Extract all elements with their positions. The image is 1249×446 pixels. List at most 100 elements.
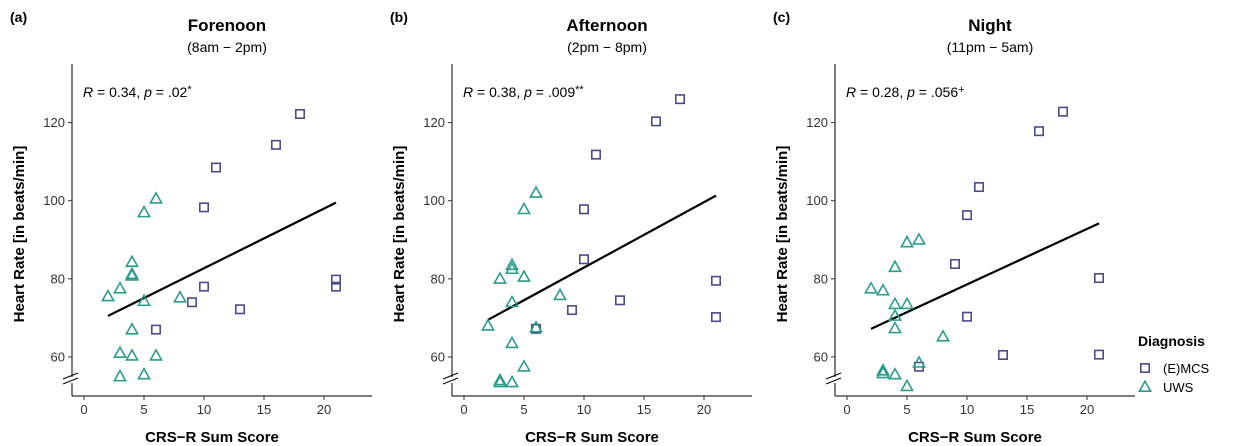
y-tick-label: 80 <box>814 271 828 286</box>
legend: Diagnosis (E)MCS UWS <box>1138 333 1210 395</box>
x-tick-label: 10 <box>577 402 591 417</box>
point-emcs <box>566 305 577 316</box>
x-tick-label: 15 <box>637 402 651 417</box>
point-emcs <box>330 274 341 285</box>
x-tick-label: 5 <box>140 402 147 417</box>
y-tick-label: 80 <box>431 271 445 286</box>
point-uws <box>876 363 890 376</box>
point-emcs <box>199 281 210 292</box>
panel-3: (c) Night (11pm − 5am) 60 80 100 120 0 5 10 15 20 CR… <box>773 9 1135 446</box>
point-emcs <box>710 275 721 286</box>
x-tick-label: 15 <box>257 402 271 417</box>
point-uws <box>888 296 902 310</box>
point-emcs <box>997 349 1008 360</box>
axis-break-mark <box>62 377 79 385</box>
point-uws <box>137 367 151 380</box>
panel-2: (b) Afternoon (2pm − 8pm) 60 80 100 120 0 5 10 15 2… <box>390 9 752 446</box>
point-uws <box>936 329 950 342</box>
legend-label: UWS <box>1163 380 1194 395</box>
stat-annotation: R = 0.34, p = .02* <box>83 84 192 100</box>
point-uws <box>493 271 507 284</box>
stat-annotation: R = 0.28, p = .056+ <box>846 84 965 100</box>
point-emcs <box>187 297 198 308</box>
x-tick-label: 10 <box>197 402 211 417</box>
point-uws <box>529 185 543 198</box>
point-uws <box>113 345 127 359</box>
point-uws <box>125 348 139 361</box>
x-axis-label: CRS−R Sum Score <box>908 429 1042 446</box>
point-uws <box>912 355 926 368</box>
panel-title: Afternoon <box>566 16 647 35</box>
point-uws <box>517 201 531 215</box>
x-axis-label: CRS−R Sum Score <box>525 429 659 446</box>
y-tick-label: 80 <box>51 271 65 286</box>
legend-title: Diagnosis <box>1138 333 1205 349</box>
y-tick-label: 120 <box>423 115 445 130</box>
legend-marker-uws <box>1138 379 1152 393</box>
point-uws <box>493 372 507 386</box>
point-emcs <box>973 182 984 193</box>
point-emcs <box>330 281 341 292</box>
point-emcs <box>151 324 162 335</box>
stat-annotation: R = 0.38, p = .009** <box>463 84 584 100</box>
axis-break-mark <box>62 372 79 380</box>
point-uws <box>505 374 519 388</box>
point-uws <box>505 261 519 275</box>
regression-line <box>487 194 717 321</box>
point-uws <box>149 191 163 204</box>
y-axis-label: Heart Rate [in beats/min] <box>774 146 791 323</box>
axis-break-mark <box>442 377 459 385</box>
point-emcs <box>211 162 222 173</box>
point-emcs <box>650 116 661 127</box>
point-emcs <box>199 202 210 213</box>
x-tick-label: 0 <box>460 402 467 417</box>
legend-marker-emcs <box>1140 362 1151 373</box>
point-emcs <box>235 304 246 315</box>
y-tick-label: 100 <box>806 193 828 208</box>
point-emcs <box>578 254 589 265</box>
point-emcs <box>710 312 721 323</box>
x-axis-label: CRS−R Sum Score <box>145 429 279 446</box>
point-emcs <box>578 204 589 215</box>
point-emcs <box>1034 126 1045 137</box>
x-tick-label: 0 <box>80 402 87 417</box>
panel-label: (a) <box>10 9 27 25</box>
point-uws <box>505 257 519 271</box>
point-uws <box>481 318 495 331</box>
y-tick-label: 60 <box>431 349 445 364</box>
x-tick-label: 5 <box>520 402 527 417</box>
regression-line <box>107 201 337 317</box>
point-uws <box>888 308 902 321</box>
point-uws <box>505 294 519 308</box>
point-uws <box>888 320 902 334</box>
point-uws <box>125 268 139 281</box>
point-emcs <box>674 94 685 105</box>
axis-break-mark <box>825 372 842 380</box>
panel-subtitle: (11pm − 5am) <box>947 39 1034 55</box>
panel-label: (b) <box>390 9 408 25</box>
y-tick-label: 120 <box>806 115 828 130</box>
point-uws <box>912 232 926 245</box>
point-uws <box>113 369 127 382</box>
point-emcs <box>949 258 960 269</box>
x-tick-label: 20 <box>317 402 331 417</box>
y-tick-label: 100 <box>43 193 65 208</box>
point-emcs <box>294 108 305 119</box>
point-uws <box>517 269 531 282</box>
axis-break-mark <box>825 377 842 385</box>
point-uws <box>505 335 519 349</box>
point-emcs <box>1094 349 1105 360</box>
point-uws <box>864 281 878 294</box>
point-emcs <box>614 295 625 306</box>
point-uws <box>149 348 163 361</box>
panel-title: Forenoon <box>188 16 266 35</box>
panel-label: (c) <box>773 9 790 25</box>
point-uws <box>493 374 507 388</box>
y-tick-label: 100 <box>423 193 445 208</box>
y-tick-label: 60 <box>51 349 65 364</box>
point-uws <box>137 204 151 218</box>
axis-break-mark <box>442 372 459 380</box>
point-uws <box>888 367 902 380</box>
point-uws <box>900 235 914 248</box>
